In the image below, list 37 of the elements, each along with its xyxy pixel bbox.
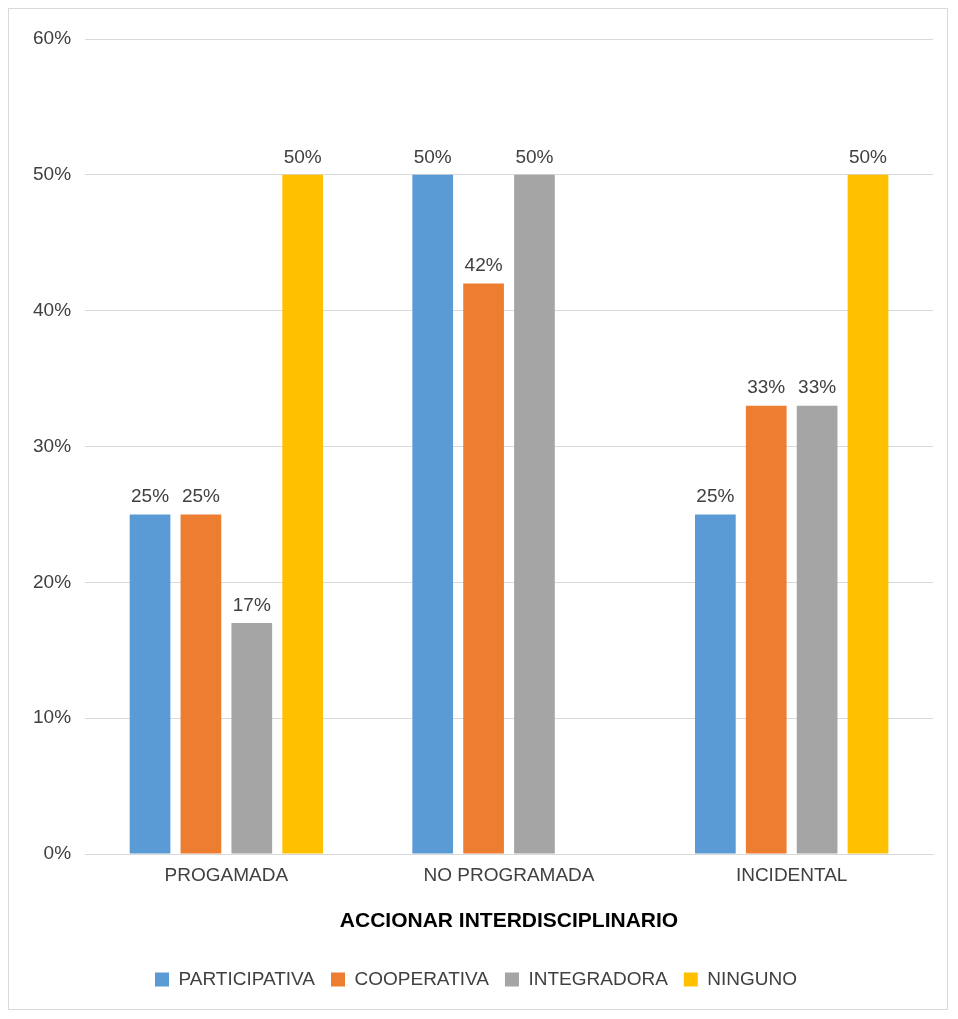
legend-label: PARTICIPATIVA xyxy=(178,967,316,989)
bar xyxy=(129,514,171,854)
bar xyxy=(180,514,222,854)
data-label: 25% xyxy=(131,485,170,507)
y-tick-label: 50% xyxy=(33,163,72,185)
bar xyxy=(796,405,838,854)
data-label: 33% xyxy=(747,376,786,398)
legend-label: COOPERATIVA xyxy=(354,967,490,989)
x-tick-label: INCIDENTAL xyxy=(735,863,848,885)
bar xyxy=(412,174,454,854)
bar xyxy=(745,405,787,854)
y-tick-label: 60% xyxy=(33,27,72,49)
y-tick-label: 10% xyxy=(33,706,72,728)
y-tick-label: 0% xyxy=(43,842,72,864)
data-label: 42% xyxy=(464,254,503,276)
y-tick-label: 30% xyxy=(33,434,72,456)
bar xyxy=(463,283,504,854)
bar xyxy=(847,174,889,854)
data-label: 50% xyxy=(413,145,452,167)
bar xyxy=(231,623,273,854)
bar xyxy=(282,174,324,854)
data-label: 17% xyxy=(232,593,271,615)
y-tick-label: 20% xyxy=(33,570,72,592)
legend-label: INTEGRADORA xyxy=(528,967,669,989)
data-label: 50% xyxy=(848,145,888,167)
bar xyxy=(514,174,555,854)
data-label: 50% xyxy=(283,145,322,167)
x-tick-label: NO PROGRAMADA xyxy=(423,863,595,885)
x-tick-label: PROGAMADA xyxy=(164,863,289,885)
x-axis-title: ACCIONAR INTERDISCIPLINARIO xyxy=(339,908,679,932)
data-label: 25% xyxy=(181,485,221,507)
bar xyxy=(695,514,736,854)
data-label: 33% xyxy=(798,376,837,398)
legend-label: NINGUNO xyxy=(707,967,798,989)
y-tick-label: 40% xyxy=(33,298,72,320)
data-label: 50% xyxy=(515,145,554,167)
data-label: 25% xyxy=(696,485,735,507)
